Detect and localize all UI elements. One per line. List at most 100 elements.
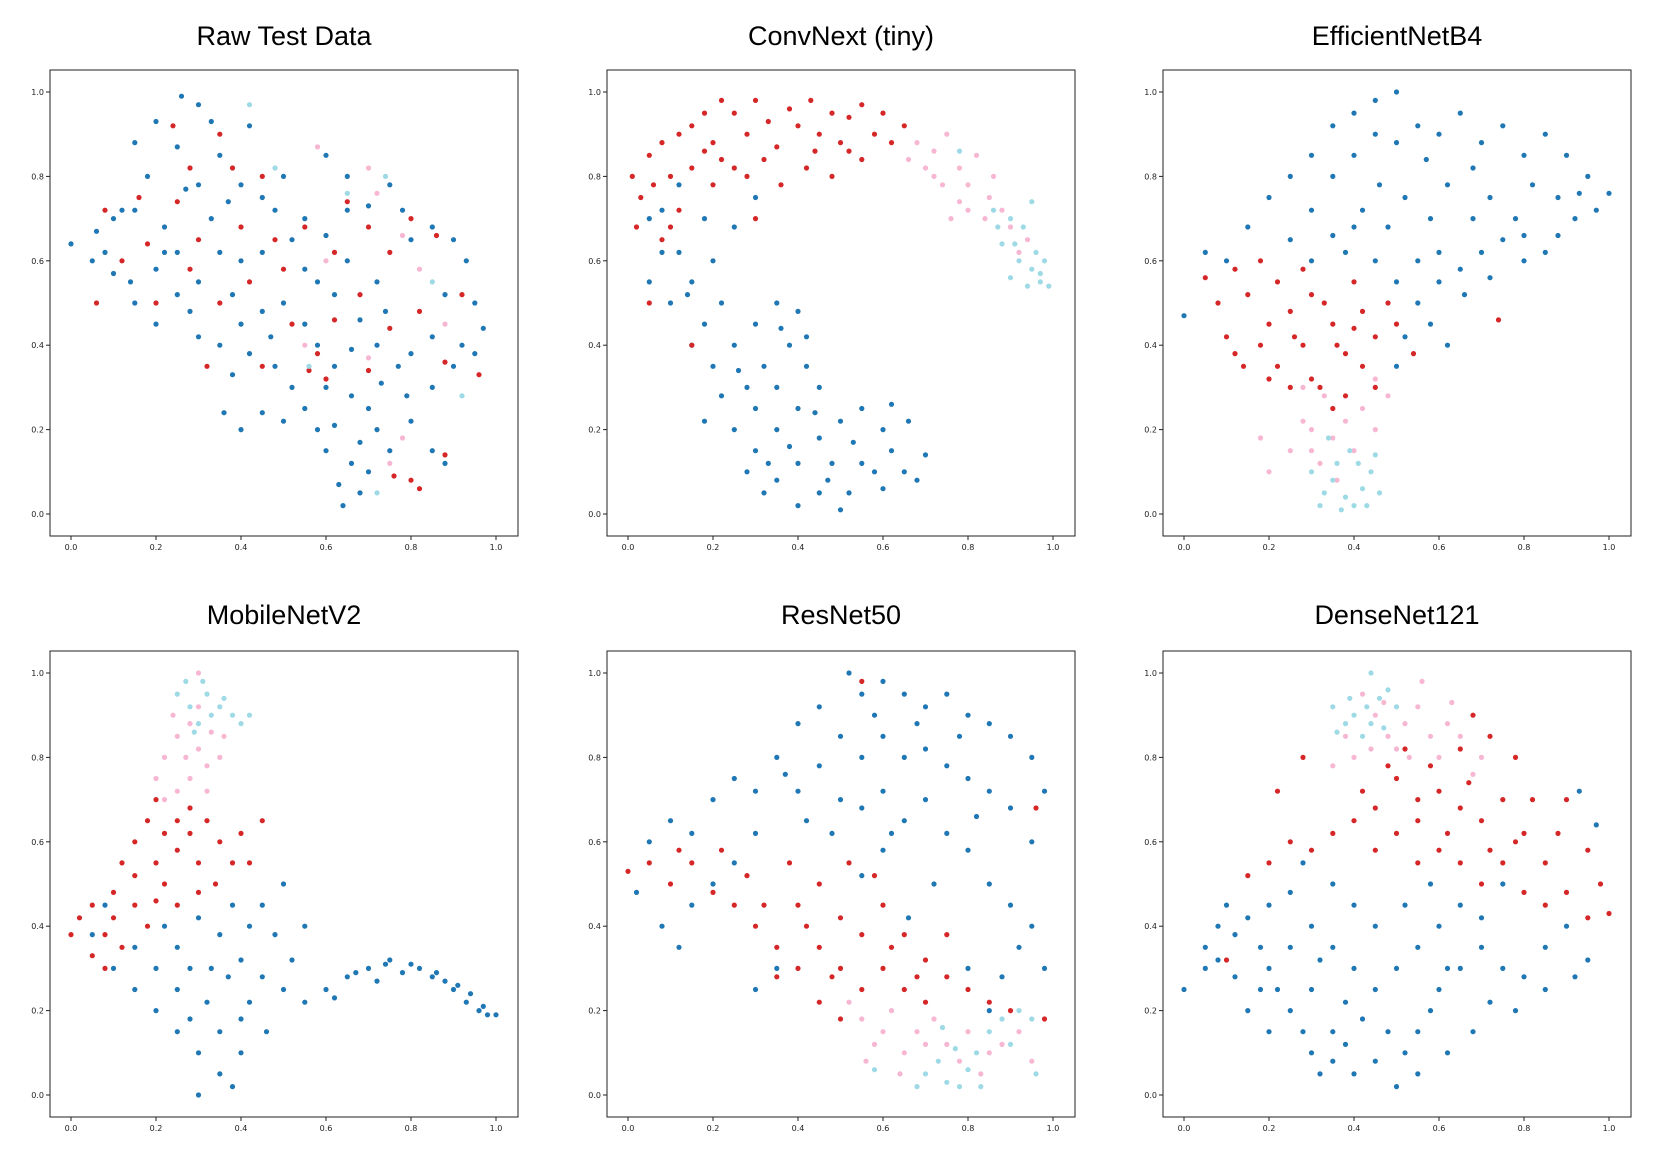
point-blue (859, 460, 865, 466)
point-blue (1457, 110, 1463, 116)
point-cyan (956, 148, 963, 154)
point-pink (1419, 678, 1425, 685)
point-blue (1436, 131, 1442, 137)
point-blue (1245, 915, 1251, 921)
point-red (667, 881, 674, 887)
point-blue (1572, 216, 1578, 222)
point-blue (731, 427, 737, 433)
axes-frame (49, 69, 519, 537)
point-red (1500, 797, 1506, 803)
point-blue (323, 448, 329, 454)
point-blue (676, 182, 682, 188)
point-red (667, 173, 674, 179)
point-blue (280, 881, 287, 887)
point-red (837, 915, 844, 921)
point-blue (365, 203, 372, 209)
point-red (1240, 363, 1247, 369)
point-red (331, 317, 338, 323)
point-red (701, 148, 708, 154)
point-red (629, 173, 635, 179)
point-blue (161, 923, 168, 929)
x-tick-label: 0.8 (1518, 543, 1531, 552)
point-blue (718, 300, 725, 306)
point-cyan (229, 712, 236, 718)
point-pink (978, 1071, 984, 1077)
point-cyan (990, 207, 997, 213)
point-blue (1372, 97, 1378, 103)
point-cyan (217, 704, 223, 710)
point-blue (659, 207, 665, 213)
point-blue (1606, 190, 1612, 196)
point-red (731, 165, 737, 171)
point-blue (348, 460, 355, 466)
point-blue (816, 763, 822, 769)
point-blue (859, 754, 865, 761)
point-blue (174, 944, 180, 950)
x-tick-label: 1.0 (490, 1124, 503, 1133)
point-blue (127, 279, 134, 285)
point-blue (1402, 194, 1408, 201)
point-blue (217, 932, 223, 938)
series-red (68, 797, 265, 972)
point-blue (1402, 334, 1408, 340)
point-red (786, 106, 793, 112)
point-pink (161, 754, 168, 761)
x-tick-label: 0.4 (792, 1124, 805, 1133)
point-pink (1444, 721, 1451, 727)
point-blue (922, 704, 929, 710)
point-red (1287, 384, 1293, 390)
point-blue (229, 292, 236, 298)
point-pink (187, 721, 193, 727)
x-tick-label: 0.2 (150, 1124, 163, 1133)
point-blue (1427, 1008, 1434, 1014)
point-blue (676, 249, 682, 255)
point-blue (238, 258, 244, 264)
point-pink (1257, 435, 1264, 441)
point-blue (302, 321, 308, 327)
point-pink (871, 1041, 878, 1047)
point-red (1257, 258, 1264, 264)
point-red (1487, 733, 1493, 739)
point-red (676, 131, 682, 137)
point-blue (302, 266, 308, 272)
point-blue (986, 881, 992, 887)
point-blue (1487, 275, 1493, 281)
point-pink (174, 788, 180, 794)
point-blue (344, 258, 350, 264)
point-pink (1300, 418, 1306, 424)
point-blue (365, 965, 372, 972)
point-blue (480, 325, 486, 331)
point-blue (374, 427, 380, 433)
point-blue (93, 228, 100, 234)
point-blue (1576, 788, 1582, 794)
point-blue (195, 1050, 202, 1056)
point-blue (442, 292, 448, 298)
point-blue (314, 342, 321, 348)
y-tick-label: 1.0 (31, 669, 44, 678)
point-red (1300, 266, 1306, 272)
point-red (689, 123, 695, 129)
point-pink (195, 746, 202, 752)
point-cyan (1325, 435, 1332, 441)
point-blue (178, 93, 185, 99)
point-cyan (1359, 486, 1366, 492)
point-blue (1007, 733, 1014, 739)
point-blue (710, 258, 716, 264)
y-tick-label: 1.0 (588, 669, 601, 678)
point-blue (633, 889, 640, 896)
point-pink (1321, 393, 1327, 399)
y-tick-label: 0.4 (588, 341, 601, 350)
point-red (187, 266, 193, 272)
point-blue (1274, 986, 1281, 993)
point-blue (187, 308, 193, 314)
point-blue (246, 123, 253, 129)
point-blue (1232, 974, 1238, 980)
point-red (1555, 830, 1561, 837)
point-pink (208, 729, 214, 735)
point-cyan (195, 721, 202, 727)
point-pink (990, 173, 997, 179)
point-blue (846, 490, 852, 496)
point-red (859, 986, 865, 993)
x-tick-label: 0.6 (1433, 543, 1446, 552)
point-red (1415, 797, 1421, 803)
